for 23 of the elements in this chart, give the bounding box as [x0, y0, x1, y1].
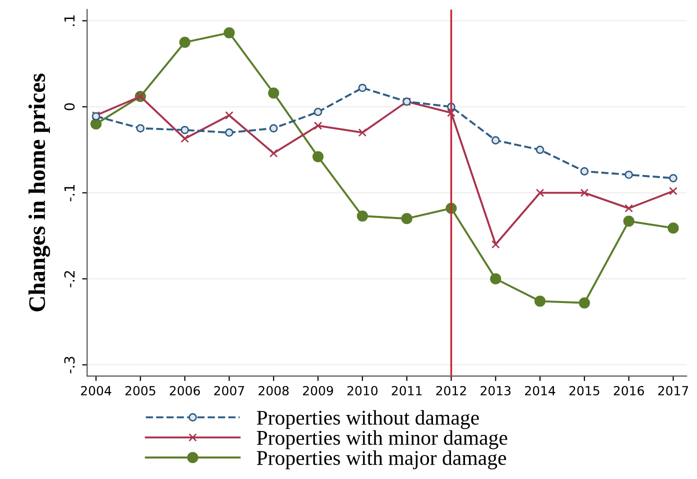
x-tick-label: 2010	[347, 386, 378, 396]
x-tick-label: 2007	[214, 386, 244, 396]
x-tick-label: 2013	[480, 386, 511, 396]
legend-label: Properties with major damage	[256, 450, 506, 470]
x-tick-label: 2006	[170, 386, 200, 396]
y-tick-label: -.2	[64, 271, 75, 288]
legend-label: Properties without damage	[256, 410, 479, 430]
y-tick-label: .1	[64, 15, 75, 26]
x-tick-label: 2014	[525, 386, 556, 396]
x-tick-label: 2016	[614, 386, 644, 396]
x-tick-label: 2012	[436, 386, 466, 396]
y-tick-label: 0	[64, 103, 75, 110]
legend-label: Properties with minor damage	[256, 430, 508, 450]
x-tick-label: 2011	[392, 386, 422, 396]
x-tick-label: 2009	[303, 386, 334, 396]
x-tick-label: 2015	[569, 386, 600, 396]
x-tick-label: 2004	[81, 386, 112, 396]
y-tick-label: -.1	[64, 184, 75, 202]
x-tick-label: 2008	[258, 386, 289, 396]
x-tick-label: 2017	[658, 386, 688, 396]
x-tick-label: 2005	[125, 386, 156, 396]
y-axis-title: Changes in home prices	[28, 74, 50, 312]
y-tick-label: -.3	[64, 356, 75, 374]
